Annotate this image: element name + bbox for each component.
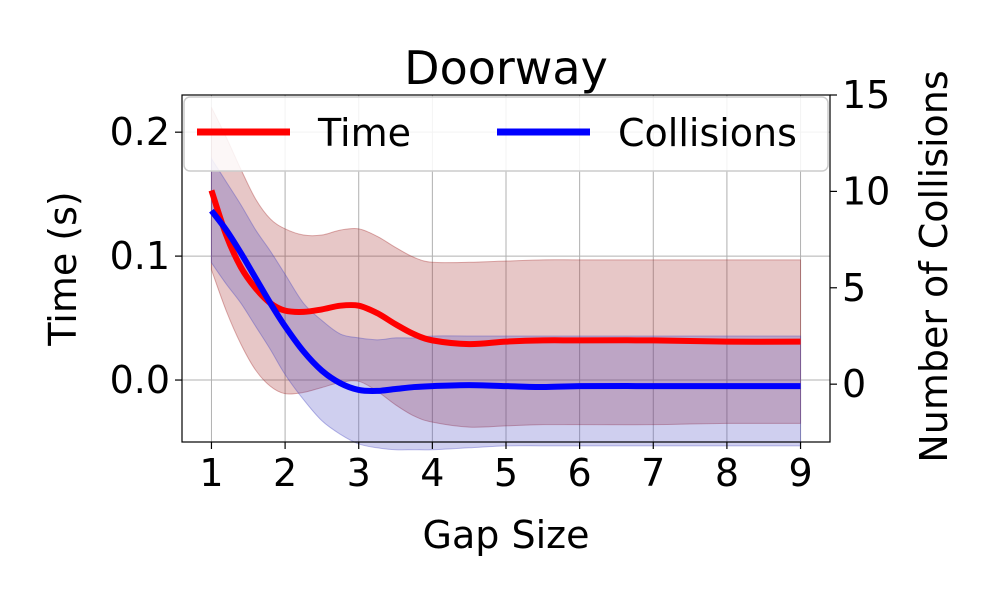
y-right-tick-label-2: 10 (842, 169, 890, 213)
x-tick-label-7: 8 (715, 451, 739, 495)
series-line-0 (208, 189, 801, 348)
series-line-1 (209, 208, 801, 395)
y-axis-right-ticks: 0 5 10 15 (830, 73, 890, 406)
confidence-bands (210, 107, 802, 451)
legend-label-collisions: Collisions (618, 111, 797, 155)
y-left-tick-label-0: 0.0 (110, 358, 170, 402)
y-axis-left-label: Time (s) (41, 191, 85, 347)
x-tick-label-8: 9 (788, 451, 812, 495)
band-0 (210, 107, 802, 428)
y-right-tick-label-3: 15 (842, 73, 890, 117)
y-left-tick-label-1: 0.1 (110, 234, 170, 278)
x-tick-label-2: 3 (347, 451, 371, 495)
x-tick-label-1: 2 (273, 451, 297, 495)
chart-title: Doorway (404, 41, 608, 95)
y-left-tick-label-2: 0.2 (110, 110, 170, 154)
x-tick-label-4: 5 (494, 451, 518, 495)
legend: Time Collisions (183, 96, 829, 172)
y-axis-left-ticks: 0.0 0.1 0.2 (110, 110, 182, 402)
legend-label-time: Time (317, 111, 411, 155)
y-right-tick-label-0: 0 (842, 362, 866, 406)
x-axis-ticks: 1 2 3 4 5 6 7 8 9 (199, 442, 813, 495)
x-tick-label-5: 6 (568, 451, 592, 495)
x-tick-label-6: 7 (641, 451, 665, 495)
y-axis-right-label: Number of Collisions (912, 70, 956, 462)
y-right-tick-label-1: 5 (842, 266, 866, 310)
x-tick-label-3: 4 (420, 451, 444, 495)
x-axis-label: Gap Size (423, 513, 590, 557)
x-tick-label-0: 1 (199, 451, 223, 495)
series-lines (208, 189, 801, 395)
